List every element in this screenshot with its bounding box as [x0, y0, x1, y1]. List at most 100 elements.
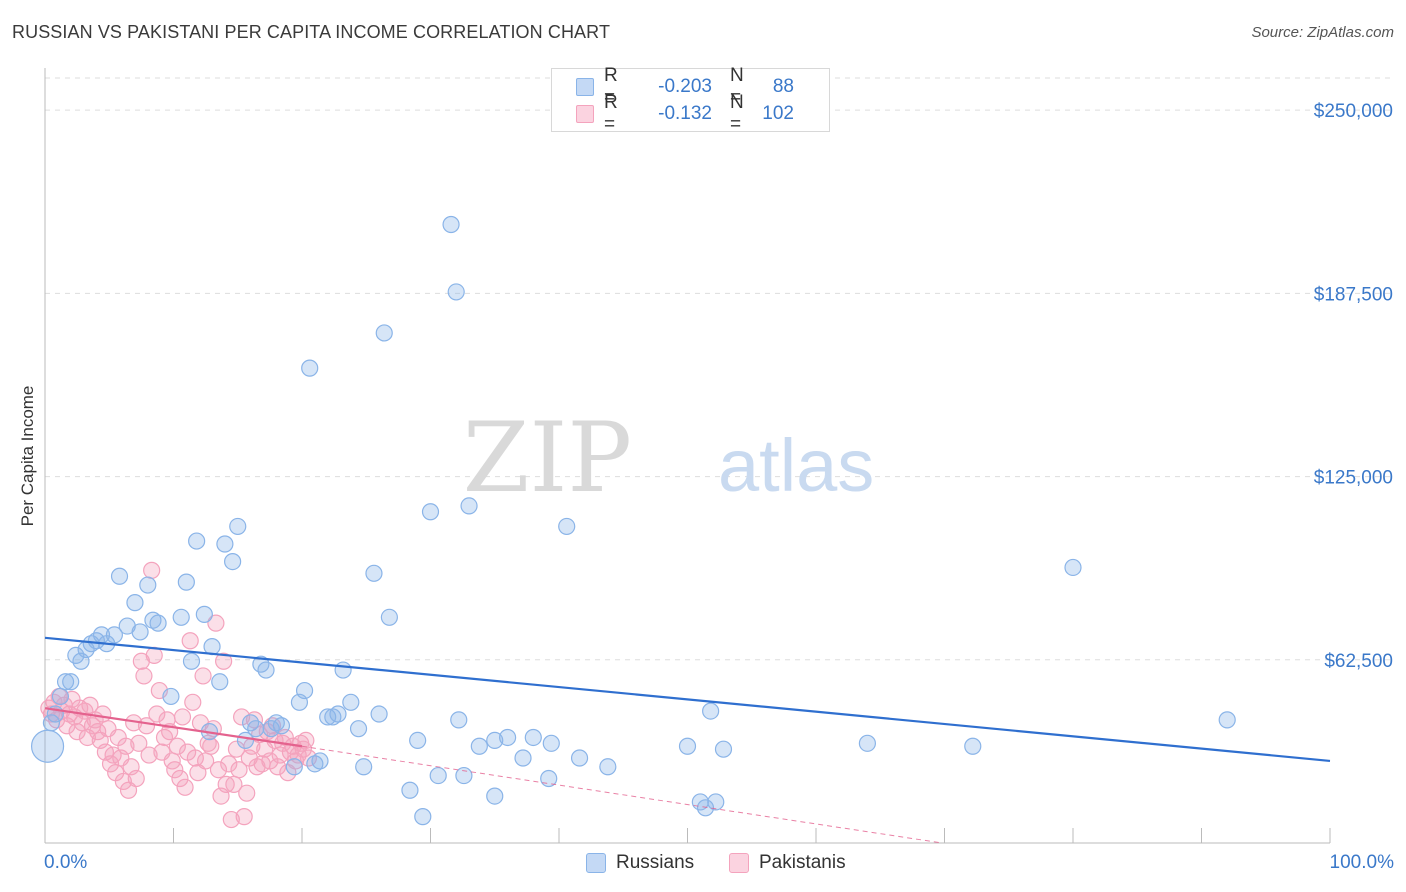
pakistanis-point — [215, 652, 233, 670]
russians-point — [51, 687, 70, 706]
legend-item-russians[interactable]: Russians — [586, 852, 694, 874]
y-tick-label: $187,500 — [1314, 284, 1393, 305]
russians-point — [224, 552, 242, 571]
russians-point — [964, 737, 982, 755]
russians-point — [599, 758, 617, 776]
watermark-atlas: atlas — [718, 424, 874, 507]
russians-swatch — [576, 78, 594, 96]
russians-r-value: -0.203 — [658, 76, 712, 97]
russians-point — [450, 711, 468, 729]
russians-point — [188, 532, 206, 550]
russians-point — [126, 594, 144, 612]
pakistanis-point — [186, 749, 204, 767]
pakistanis-legend-label: Pakistanis — [759, 852, 846, 873]
trend-lines — [44, 636, 1331, 844]
russians-point — [447, 283, 465, 301]
pakistanis-point — [143, 561, 161, 579]
russians-point — [365, 564, 383, 582]
pakistanis-point — [176, 778, 194, 796]
russians-point — [375, 324, 393, 342]
russians-point — [306, 755, 324, 773]
russians-point — [272, 717, 291, 735]
russians-point — [149, 614, 167, 632]
source-credit: Source: ZipAtlas.com — [1251, 24, 1394, 41]
russians-point — [324, 708, 342, 726]
russians-point — [707, 793, 725, 811]
russians-point — [380, 608, 398, 626]
russians-legend-swatch — [586, 853, 606, 873]
pakistanis-point — [297, 731, 315, 750]
pakistanis-points — [40, 561, 318, 829]
russians-point — [696, 799, 715, 817]
russians-point — [455, 766, 473, 785]
pakistanis-point — [207, 614, 225, 632]
russians-point — [714, 740, 733, 758]
russians-point — [182, 652, 201, 670]
russians-point — [355, 758, 373, 776]
pakistanis-point — [68, 723, 86, 741]
russians-point — [329, 705, 347, 723]
pakistanis-point — [233, 708, 251, 726]
russians-point — [499, 728, 517, 747]
russians-point — [429, 766, 447, 785]
watermark-zip: ZIP — [463, 402, 632, 514]
russians-n-value: 88 — [772, 76, 794, 97]
watermark: ZIP atlas — [463, 402, 875, 514]
russians-point — [295, 681, 314, 700]
russians-point — [414, 808, 432, 826]
russians-point — [319, 708, 337, 726]
russians-point — [30, 729, 65, 763]
pakistanis-point — [230, 761, 248, 779]
pakistanis-point — [127, 769, 145, 788]
pakistanis-point — [202, 737, 220, 755]
x-tick-label-min: 0.0% — [44, 852, 88, 873]
pakistanis-point — [173, 708, 192, 726]
russians-r-label: R = — [604, 65, 618, 108]
russians-point — [311, 752, 329, 770]
russians-point — [177, 573, 195, 591]
pakistanis-legend-swatch — [729, 853, 749, 873]
pakistanis-point — [168, 737, 186, 755]
russians-point — [1218, 711, 1236, 729]
russians-legend-label: Russians — [616, 852, 695, 873]
pakistanis-point — [130, 734, 148, 752]
axes — [44, 68, 1331, 844]
pakistanis-n-value: 102 — [762, 103, 794, 124]
russians-point — [56, 673, 75, 691]
stats-legend: R = -0.203 N = 88 R = -0.132 N = 102 — [551, 65, 830, 135]
pakistanis-point — [94, 705, 112, 723]
russians-point — [542, 734, 560, 752]
russians-point — [216, 535, 234, 553]
russians-point — [349, 720, 368, 738]
pakistanis-point — [235, 808, 253, 826]
pakistanis-point — [117, 737, 135, 755]
pakistanis-point — [238, 784, 256, 802]
y-tick-label: $250,000 — [1314, 101, 1393, 122]
pakistanis-point — [181, 632, 199, 650]
russians-point — [195, 605, 213, 623]
russians-point — [678, 737, 697, 755]
russians-point — [460, 497, 478, 515]
pakistanis-point — [209, 761, 228, 779]
russians-point — [62, 673, 80, 691]
russians-point — [247, 720, 265, 738]
russians-point — [702, 702, 720, 720]
pakistanis-point — [135, 667, 153, 685]
y-tick-label: $62,500 — [1324, 651, 1393, 672]
pakistanis-point — [166, 761, 184, 779]
legend-item-pakistanis[interactable]: Pakistanis — [729, 852, 846, 874]
pakistanis-point — [194, 667, 212, 685]
russians-point — [514, 749, 532, 767]
russians-point — [442, 215, 460, 234]
russians-point — [470, 737, 488, 755]
series-legend: Russians Pakistanis — [0, 852, 1406, 876]
russians-point — [570, 749, 589, 767]
pakistanis-r-value: -0.132 — [658, 103, 712, 124]
pakistanis-point — [114, 772, 132, 791]
pakistanis-point — [140, 746, 158, 764]
russians-points — [30, 215, 1236, 826]
russians-point — [401, 781, 419, 799]
chart-title: RUSSIAN VS PAKISTANI PER CAPITA INCOME C… — [12, 22, 611, 42]
russians-n-label: N = — [730, 65, 744, 108]
russians-point — [301, 359, 319, 377]
